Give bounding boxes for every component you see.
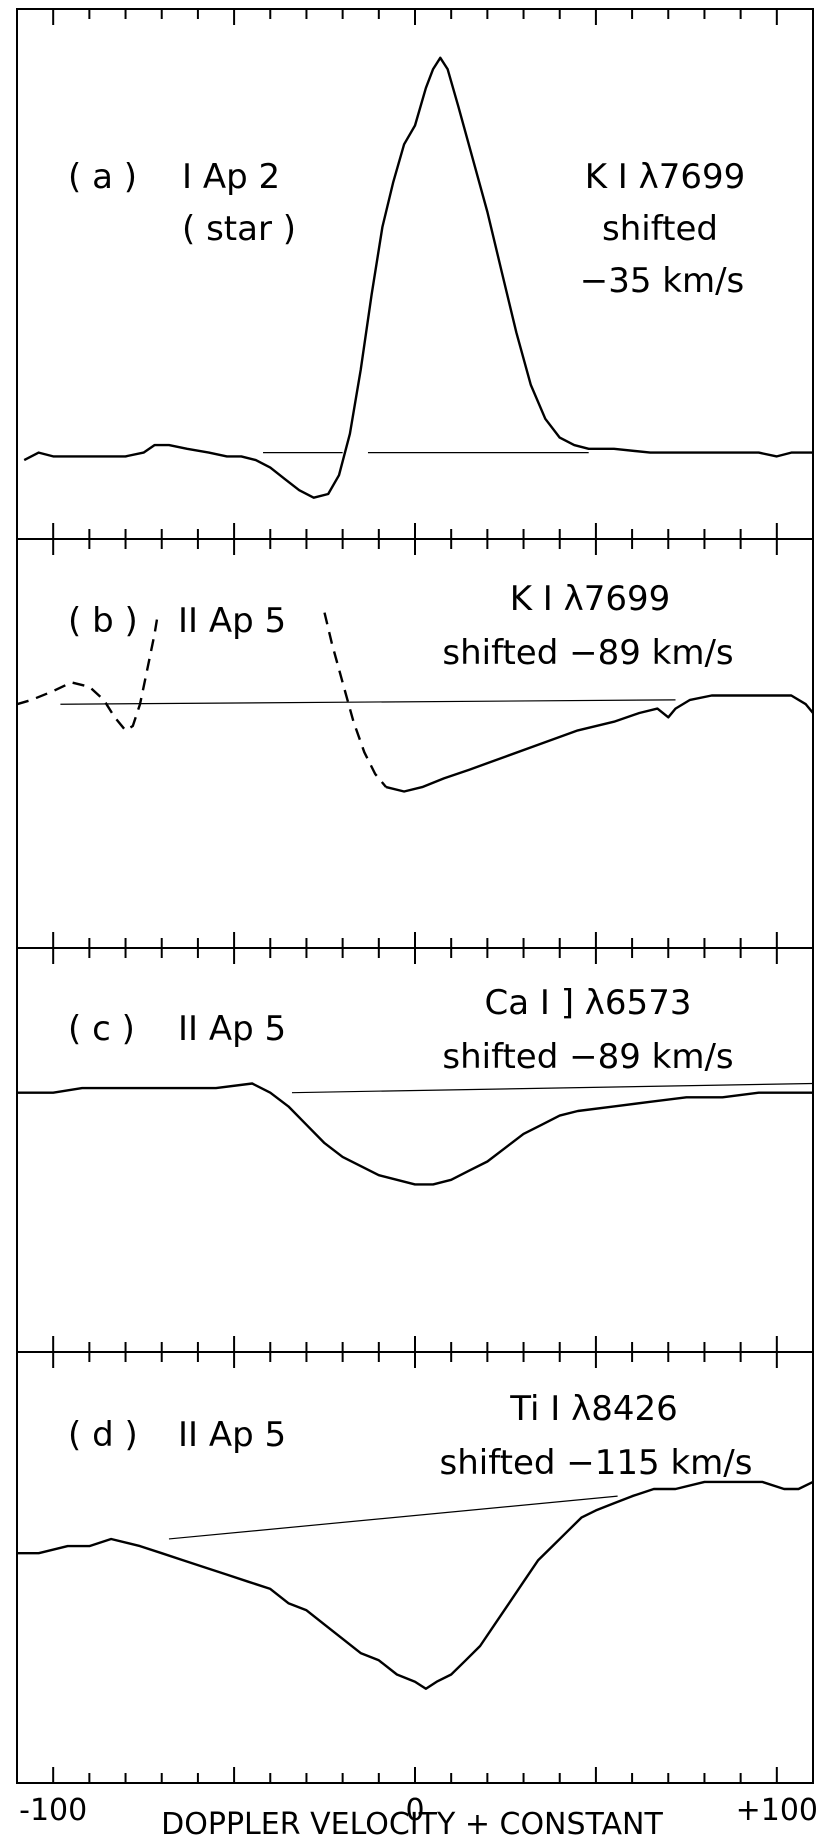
panel-d-label: ( d ) [68, 1415, 138, 1455]
spectrum-line-dashed [323, 612, 388, 788]
panel-b-label: ( b ) [68, 601, 138, 641]
panel-a-line-label: K I λ7699 [585, 157, 746, 197]
panel-b-continuum [60, 699, 676, 705]
panel-d-line-label: Ti I λ8426 [509, 1389, 677, 1429]
continuum-line [291, 1082, 814, 1094]
panel-c-shift-label: shifted −89 km/s [442, 1037, 733, 1077]
panel-d-continuum [168, 1495, 618, 1540]
panel-b-object-label: II Ap 5 [178, 601, 286, 641]
panel-c: ( c ) II Ap 5 Ca I ] λ6573 shifted −89 k… [17, 983, 814, 1186]
panel-c-continuum [291, 1082, 814, 1094]
panel-a-label: ( a ) [68, 157, 137, 197]
panel-b-shift-label: shifted −89 km/s [442, 633, 733, 673]
panel-c-object-label: II Ap 5 [178, 1009, 286, 1049]
panel-a: ( a ) I Ap 2 ( star ) K I λ7699 shifted … [23, 56, 813, 499]
panel-b: ( b ) II Ap 5 K I λ7699 shifted −89 km/s [16, 579, 814, 793]
x-tick-label: 0 [405, 1793, 424, 1828]
panel-a-spectrum [23, 56, 813, 499]
x-axis: -100 0 +100 [19, 1793, 818, 1828]
panel-c-label: ( c ) [68, 1009, 135, 1049]
spectrum-line [17, 1082, 813, 1186]
panel-a-object-label: I Ap 2 [182, 157, 280, 197]
panel-c-line-label: Ca I ] λ6573 [485, 983, 692, 1023]
panel-d-shift-label: shifted −115 km/s [440, 1443, 753, 1483]
panel-b-spectrum [16, 612, 814, 793]
x-axis-title: DOPPLER VELOCITY + CONSTANT [161, 1807, 663, 1836]
x-tick-label: -100 [19, 1793, 87, 1828]
tick-marks [52, 9, 814, 1783]
panel-d: ( d ) II Ap 5 Ti I λ8426 shifted −115 km… [17, 1389, 814, 1690]
panel-d-spectrum [17, 1480, 814, 1690]
panel-c-spectrum [17, 1082, 813, 1186]
panel-a-shift-label-2: −35 km/s [580, 261, 745, 301]
spectrum-line-dashed [16, 612, 160, 732]
panel-d-object-label: II Ap 5 [178, 1415, 286, 1455]
continuum-line [60, 699, 676, 705]
panel-a-shift-label-1: shifted [602, 209, 718, 249]
spectrum-line [23, 56, 813, 499]
panel-b-line-label: K I λ7699 [510, 579, 671, 619]
spectrum-line [17, 1480, 814, 1690]
continuum-line [168, 1495, 618, 1540]
spectrum-line [385, 694, 814, 793]
x-tick-label: +100 [736, 1793, 818, 1828]
panel-a-object-sublabel: ( star ) [182, 209, 296, 249]
